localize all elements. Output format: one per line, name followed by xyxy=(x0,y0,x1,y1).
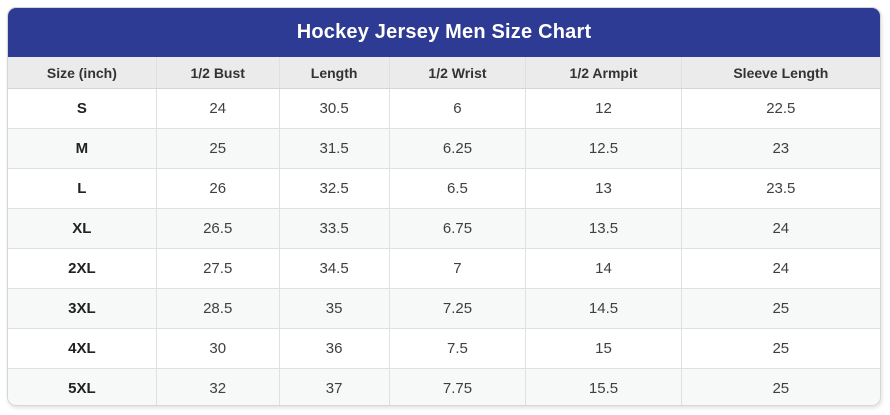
value-cell: 34.5 xyxy=(278,248,390,289)
value-cell: 35 xyxy=(278,288,390,329)
value-cell: 25 xyxy=(680,328,880,369)
value-cell: 32 xyxy=(155,368,280,405)
value-cell: 7.75 xyxy=(388,368,527,405)
value-cell: 30 xyxy=(155,328,280,369)
value-cell: 23 xyxy=(680,128,880,169)
value-cell: 12.5 xyxy=(525,128,682,169)
value-cell: 7.25 xyxy=(388,288,527,329)
value-cell: 30.5 xyxy=(278,88,390,129)
value-cell: 31.5 xyxy=(278,128,390,169)
size-cell: 3XL xyxy=(8,288,157,329)
size-cell: 4XL xyxy=(8,328,157,369)
value-cell: 25 xyxy=(155,128,280,169)
value-cell: 7 xyxy=(388,248,527,289)
value-cell: 15 xyxy=(525,328,682,369)
table-row: XL 26.5 33.5 6.75 13.5 24 xyxy=(8,208,880,249)
column-header-length: Length xyxy=(278,57,390,89)
value-cell: 26.5 xyxy=(155,208,280,249)
table-row: 2XL 27.5 34.5 7 14 24 xyxy=(8,248,880,289)
value-cell: 33.5 xyxy=(278,208,390,249)
column-header-half-wrist: 1/2 Wrist xyxy=(388,57,527,89)
value-cell: 22.5 xyxy=(680,88,880,129)
value-cell: 6.5 xyxy=(388,168,527,209)
chart-title-bar: Hockey Jersey Men Size Chart xyxy=(8,8,880,57)
table-row: M 25 31.5 6.25 12.5 23 xyxy=(8,128,880,169)
table-row: 3XL 28.5 35 7.25 14.5 25 xyxy=(8,288,880,329)
column-header-sleeve-length: Sleeve Length xyxy=(680,57,880,89)
table-row: L 26 32.5 6.5 13 23.5 xyxy=(8,168,880,209)
value-cell: 27.5 xyxy=(155,248,280,289)
value-cell: 13.5 xyxy=(525,208,682,249)
size-chart-table: Size (inch) 1/2 Bust Length 1/2 Wrist 1/… xyxy=(8,57,880,405)
value-cell: 25 xyxy=(680,368,880,405)
size-cell: M xyxy=(8,128,157,169)
value-cell: 7.5 xyxy=(388,328,527,369)
size-cell: 5XL xyxy=(8,368,157,405)
value-cell: 6.25 xyxy=(388,128,527,169)
value-cell: 14.5 xyxy=(525,288,682,329)
value-cell: 13 xyxy=(525,168,682,209)
value-cell: 26 xyxy=(155,168,280,209)
size-chart-card: Hockey Jersey Men Size Chart Size (inch)… xyxy=(7,7,881,406)
value-cell: 32.5 xyxy=(278,168,390,209)
size-cell: S xyxy=(8,88,157,129)
column-header-half-armpit: 1/2 Armpit xyxy=(525,57,682,89)
value-cell: 24 xyxy=(680,208,880,249)
value-cell: 6.75 xyxy=(388,208,527,249)
value-cell: 12 xyxy=(525,88,682,129)
size-cell: L xyxy=(8,168,157,209)
value-cell: 15.5 xyxy=(525,368,682,405)
value-cell: 24 xyxy=(155,88,280,129)
table-row: S 24 30.5 6 12 22.5 xyxy=(8,88,880,129)
size-cell: XL xyxy=(8,208,157,249)
table-header-row: Size (inch) 1/2 Bust Length 1/2 Wrist 1/… xyxy=(8,57,880,89)
table-row: 5XL 32 37 7.75 15.5 25 xyxy=(8,368,880,405)
value-cell: 24 xyxy=(680,248,880,289)
value-cell: 36 xyxy=(278,328,390,369)
value-cell: 14 xyxy=(525,248,682,289)
value-cell: 25 xyxy=(680,288,880,329)
value-cell: 37 xyxy=(278,368,390,405)
chart-title: Hockey Jersey Men Size Chart xyxy=(296,21,592,43)
column-header-half-bust: 1/2 Bust xyxy=(155,57,280,89)
size-cell: 2XL xyxy=(8,248,157,289)
column-header-size: Size (inch) xyxy=(8,57,157,89)
table-row: 4XL 30 36 7.5 15 25 xyxy=(8,328,880,369)
value-cell: 6 xyxy=(388,88,527,129)
value-cell: 23.5 xyxy=(680,168,880,209)
table-body: S 24 30.5 6 12 22.5 M 25 31.5 6.25 12.5 23 L 26 32.5 6.… xyxy=(8,88,880,405)
value-cell: 28.5 xyxy=(155,288,280,329)
